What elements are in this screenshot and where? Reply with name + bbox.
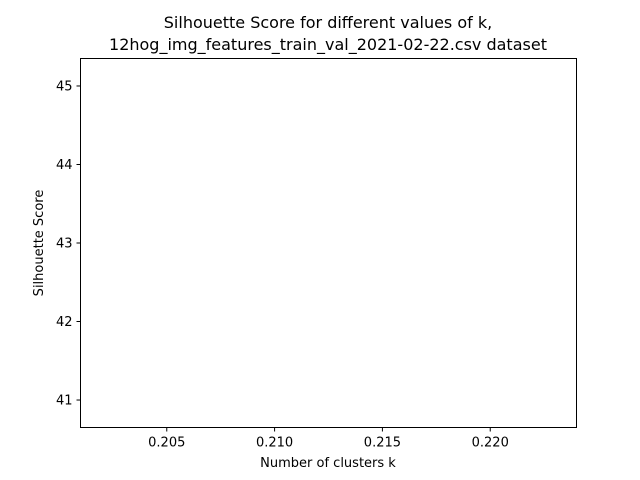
chart-title-line-1: Silhouette Score for different values of…: [164, 13, 492, 32]
x-tick-label: 0.215: [364, 436, 401, 451]
x-axis: 0.205 0.210 0.215 0.220: [148, 427, 509, 451]
x-tick-label: 0.210: [256, 436, 293, 451]
y-tick-label: 45: [56, 79, 73, 94]
y-tick-label: 42: [56, 315, 73, 330]
x-tick-label: 0.205: [148, 436, 185, 451]
chart-title-line-2: 12hog_img_features_train_val_2021-02-22.…: [109, 35, 547, 55]
y-axis: 41 42 43 44 45: [56, 79, 81, 409]
x-axis-label: Number of clusters k: [260, 456, 396, 471]
x-tick-label: 0.220: [472, 436, 509, 451]
y-tick-label: 43: [56, 237, 73, 252]
y-tick-label: 41: [56, 394, 73, 409]
plot-area: [80, 58, 577, 428]
y-tick-label: 44: [56, 158, 73, 173]
y-axis-label: Silhouette Score: [32, 190, 47, 297]
